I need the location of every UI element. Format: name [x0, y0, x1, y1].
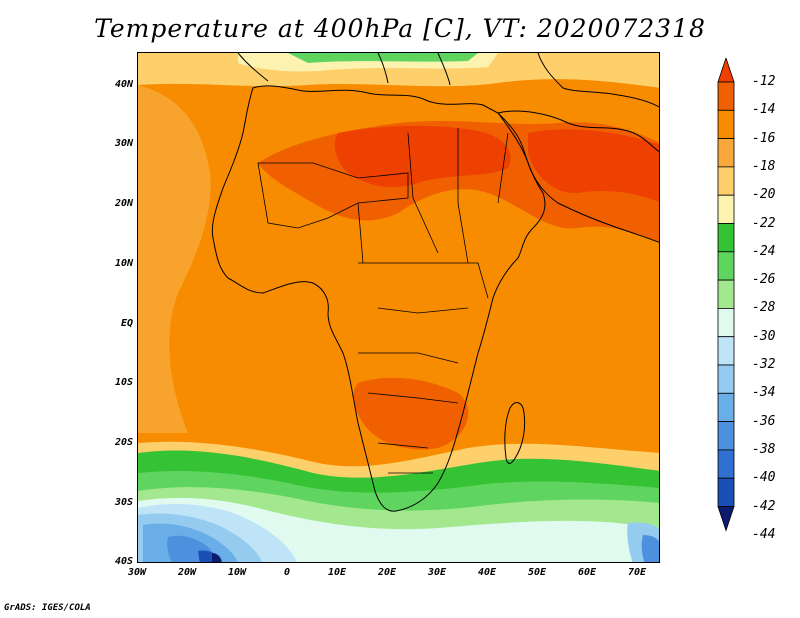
map-panel: [137, 52, 660, 563]
lon-label-20w: 20W: [177, 567, 197, 578]
border-interior: [357, 128, 509, 474]
lat-label-40s: 40S: [114, 556, 133, 567]
lat-label-40n: 40N: [114, 79, 133, 90]
colorbar-box: [717, 477, 735, 507]
lat-label-30s: 30S: [114, 497, 133, 508]
border-west-sahara: [257, 162, 409, 229]
field-hottest-sahara: [334, 125, 511, 188]
map-title: Temperature at 400hPa [C], VT: 202007231…: [94, 14, 706, 43]
lon-label-60e: 60E: [577, 567, 597, 578]
colorbar: [717, 58, 735, 532]
colorbar-box: [717, 138, 735, 168]
lon-label-70e: 70E: [627, 567, 647, 578]
lat-label-30n: 30N: [114, 138, 133, 149]
madagascar-coastline: [504, 402, 526, 464]
lat-label-20s: 20S: [114, 437, 133, 448]
colorbar-label: -38: [752, 441, 776, 457]
lon-label-50e: 50E: [527, 567, 547, 578]
colorbar-box: [717, 421, 735, 451]
colorbar-box: [717, 166, 735, 196]
lon-label-40e: 40E: [477, 567, 497, 578]
colorbar-cap-top: [717, 58, 735, 83]
colorbar-label: -34: [752, 385, 776, 401]
colorbar-box: [717, 194, 735, 224]
lon-label-0: 0: [283, 567, 291, 578]
lon-label-20e: 20E: [377, 567, 397, 578]
colorbar-label: -20: [752, 187, 776, 203]
field-top-green: [288, 53, 478, 63]
colorbar-box: [717, 364, 735, 394]
colorbar-label: -12: [752, 74, 776, 89]
colorbar-label: -14: [752, 102, 776, 118]
colorbar-label: -22: [752, 215, 776, 231]
africa-coastline: [211, 85, 546, 512]
lat-label-eq: EQ: [120, 318, 133, 329]
field-blue6: [212, 553, 222, 562]
colorbar-box: [717, 251, 735, 281]
colorbar-box: [717, 279, 735, 309]
lon-label-30e: 30E: [427, 567, 447, 578]
lon-label-30w: 30W: [127, 567, 147, 578]
colorbar-label: -36: [752, 413, 776, 429]
field-blue-east2: [641, 535, 659, 562]
colorbar-label: -40: [752, 470, 776, 486]
colorbar-box: [717, 81, 735, 111]
colorbar-box: [717, 307, 735, 338]
colorbar-box: [717, 336, 735, 366]
colorbar-label: -24: [752, 243, 776, 259]
field-west-lighter: [138, 85, 211, 433]
lon-label-10e: 10E: [327, 567, 347, 578]
colorbar-box: [717, 223, 735, 253]
field-hottest-arabia: [528, 129, 659, 203]
colorbar-label: -16: [752, 130, 776, 146]
temperature-field: [138, 53, 659, 562]
colorbar-box: [717, 109, 735, 139]
colorbar-cap-bottom: [717, 506, 735, 532]
lat-label-10n: 10N: [114, 258, 133, 269]
colorbar-label: -42: [752, 498, 776, 514]
lon-label-10w: 10W: [227, 567, 247, 578]
colorbar-label: -44: [752, 526, 776, 542]
field-hot-south: [353, 377, 469, 450]
lat-label-10s: 10S: [114, 377, 133, 388]
europe-coastline: [237, 53, 659, 108]
country-borders: [257, 128, 509, 474]
colorbar-label: -28: [752, 300, 776, 316]
colorbar-box: [717, 449, 735, 479]
colorbar-label: -26: [752, 272, 776, 288]
colorbar-label: -30: [752, 328, 776, 344]
grads-credit: GrADS: IGES/COLA: [4, 603, 91, 613]
colorbar-label: -32: [752, 357, 776, 372]
lat-label-20n: 20N: [114, 198, 133, 209]
arabia-coastline: [497, 110, 659, 243]
colorbar-label: -18: [752, 158, 776, 174]
colorbar-box: [717, 392, 735, 422]
coastline-group: [211, 53, 659, 512]
